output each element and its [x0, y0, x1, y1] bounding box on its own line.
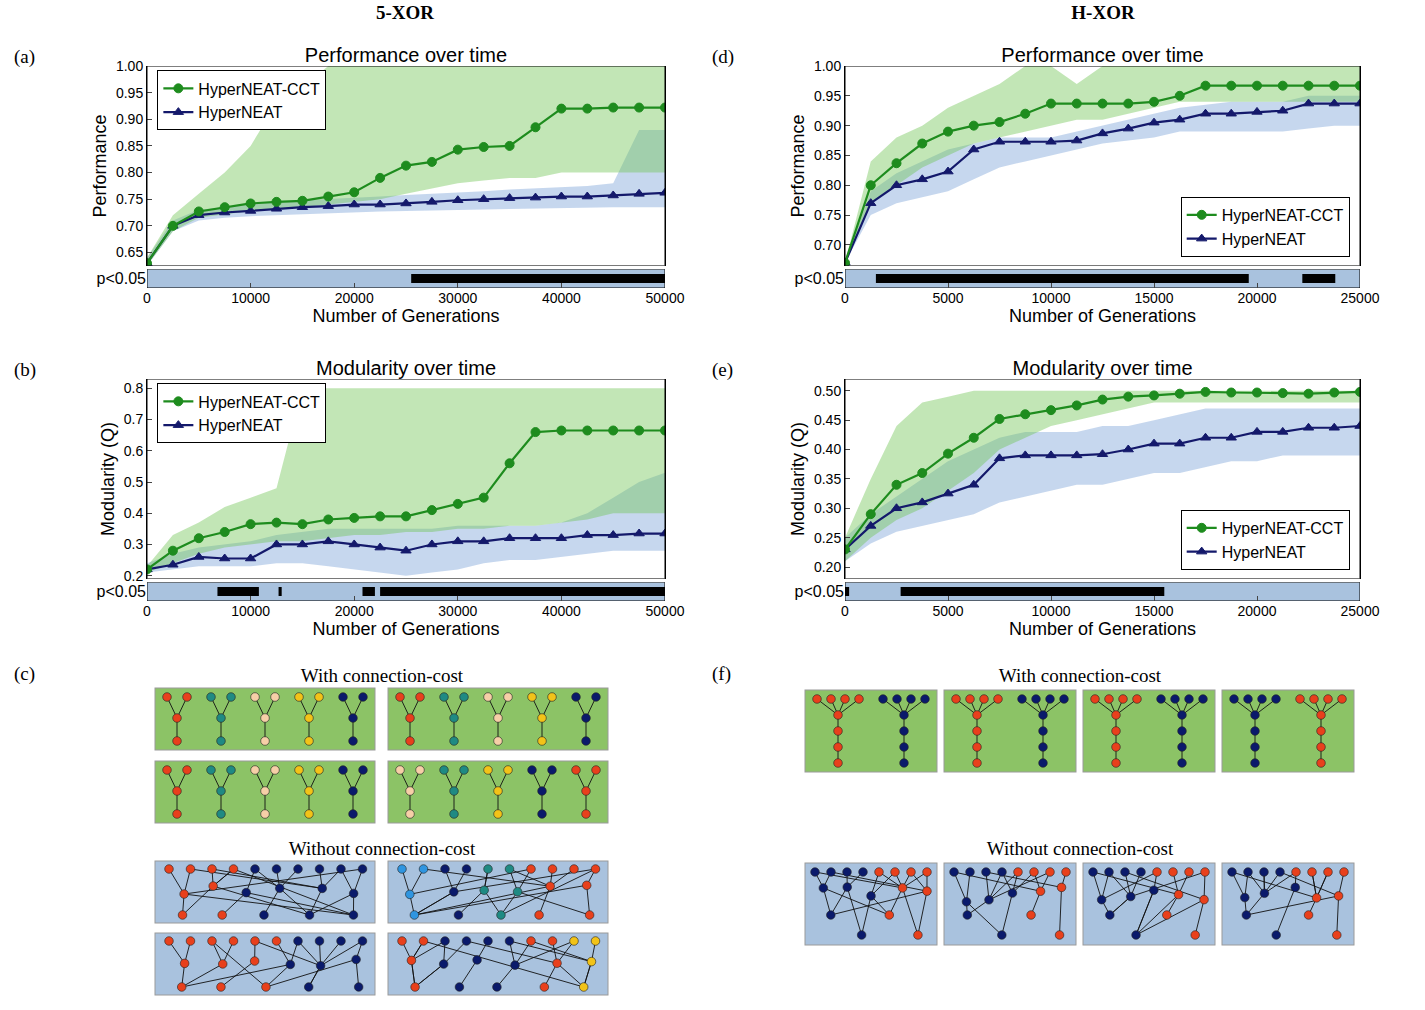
svg-text:0.7: 0.7	[124, 411, 144, 427]
svg-text:0.5: 0.5	[124, 474, 144, 490]
svg-text:0.90: 0.90	[116, 111, 143, 127]
svg-text:0.80: 0.80	[116, 164, 143, 180]
svg-text:30000: 30000	[438, 603, 477, 619]
svg-text:Performance over time: Performance over time	[1001, 44, 1203, 66]
svg-text:0.85: 0.85	[814, 147, 841, 163]
svg-text:0.3: 0.3	[124, 536, 144, 552]
svg-text:15000: 15000	[1135, 603, 1174, 619]
svg-text:30000: 30000	[438, 290, 477, 306]
html-text:5-XOR: 5-XOR	[376, 2, 434, 23]
svg-text:HyperNEAT: HyperNEAT	[1222, 544, 1306, 561]
svg-text:0.6: 0.6	[124, 443, 144, 459]
svg-text:0.20: 0.20	[814, 559, 841, 575]
html-text:(a): (a)	[14, 46, 36, 67]
svg-text:With connection-cost: With connection-cost	[301, 665, 464, 686]
svg-text:Performance: Performance	[788, 114, 808, 217]
svg-text:HyperNEAT-CCT: HyperNEAT-CCT	[1222, 520, 1344, 537]
svg-text:5000: 5000	[932, 603, 963, 619]
svg-text:0.2: 0.2	[124, 568, 144, 584]
svg-text:Number of Generations: Number of Generations	[312, 619, 499, 639]
svg-text:20000: 20000	[335, 603, 374, 619]
svg-text:1.00: 1.00	[116, 58, 143, 74]
svg-text:Modularity (Q): Modularity (Q)	[788, 422, 808, 536]
svg-text:Performance: Performance	[90, 114, 110, 217]
svg-text:0.75: 0.75	[814, 207, 841, 223]
svg-text:1.00: 1.00	[814, 58, 841, 74]
html-text:(b): (b)	[14, 359, 37, 380]
svg-text:HyperNEAT: HyperNEAT	[1222, 231, 1306, 248]
html-text:H-XOR: H-XOR	[1071, 2, 1135, 23]
svg-text:HyperNEAT: HyperNEAT	[198, 104, 282, 121]
svg-text:0: 0	[841, 603, 849, 619]
svg-text:p<0.05: p<0.05	[97, 583, 146, 600]
svg-text:40000: 40000	[542, 603, 581, 619]
svg-text:0: 0	[143, 603, 151, 619]
svg-text:0.70: 0.70	[116, 218, 143, 234]
svg-text:0.30: 0.30	[814, 500, 841, 516]
svg-text:10000: 10000	[231, 603, 270, 619]
svg-text:40000: 40000	[542, 290, 581, 306]
svg-text:50000: 50000	[646, 603, 685, 619]
svg-text:p<0.05: p<0.05	[795, 583, 844, 600]
svg-text:25000: 25000	[1341, 290, 1380, 306]
svg-text:(f): (f)	[712, 663, 731, 685]
svg-text:0.75: 0.75	[116, 191, 143, 207]
svg-text:p<0.05: p<0.05	[97, 270, 146, 287]
svg-text:0.35: 0.35	[814, 471, 841, 487]
svg-text:10000: 10000	[1032, 603, 1071, 619]
svg-text:Number of Generations: Number of Generations	[312, 306, 499, 326]
svg-text:0.8: 0.8	[124, 380, 144, 396]
svg-text:0.40: 0.40	[814, 441, 841, 457]
svg-text:(c): (c)	[14, 663, 35, 685]
svg-text:10000: 10000	[1032, 290, 1071, 306]
svg-text:Modularity (Q): Modularity (Q)	[98, 422, 118, 536]
svg-text:0.65: 0.65	[116, 244, 143, 260]
svg-text:HyperNEAT-CCT: HyperNEAT-CCT	[198, 394, 320, 411]
svg-text:Number of Generations: Number of Generations	[1009, 619, 1196, 639]
svg-text:p<0.05: p<0.05	[795, 270, 844, 287]
html-text:(e): (e)	[712, 359, 734, 380]
svg-text:0.95: 0.95	[116, 85, 143, 101]
svg-text:Number of Generations: Number of Generations	[1009, 306, 1196, 326]
svg-text:0.95: 0.95	[814, 88, 841, 104]
svg-text:With connection-cost: With connection-cost	[999, 665, 1162, 686]
svg-text:20000: 20000	[335, 290, 374, 306]
svg-text:50000: 50000	[646, 290, 685, 306]
svg-text:Without connection-cost: Without connection-cost	[289, 838, 476, 859]
svg-text:25000: 25000	[1341, 603, 1380, 619]
svg-text:15000: 15000	[1135, 290, 1174, 306]
svg-text:0.70: 0.70	[814, 237, 841, 253]
svg-text:0.4: 0.4	[124, 505, 144, 521]
svg-text:10000: 10000	[231, 290, 270, 306]
svg-text:0.90: 0.90	[814, 118, 841, 134]
svg-text:0: 0	[841, 290, 849, 306]
svg-text:HyperNEAT-CCT: HyperNEAT-CCT	[198, 81, 320, 98]
svg-text:HyperNEAT: HyperNEAT	[198, 417, 282, 434]
svg-text:20000: 20000	[1238, 290, 1277, 306]
svg-text:0.80: 0.80	[814, 177, 841, 193]
svg-text:0: 0	[143, 290, 151, 306]
svg-text:20000: 20000	[1238, 603, 1277, 619]
svg-text:Modularity over time: Modularity over time	[316, 357, 496, 379]
svg-text:HyperNEAT-CCT: HyperNEAT-CCT	[1222, 207, 1344, 224]
svg-text:Without connection-cost: Without connection-cost	[987, 838, 1174, 859]
svg-text:0.85: 0.85	[116, 138, 143, 154]
svg-text:Modularity over time: Modularity over time	[1012, 357, 1192, 379]
html-text:(d): (d)	[712, 46, 735, 67]
svg-text:0.25: 0.25	[814, 530, 841, 546]
svg-text:5000: 5000	[932, 290, 963, 306]
svg-text:0.50: 0.50	[814, 383, 841, 399]
svg-text:0.45: 0.45	[814, 412, 841, 428]
svg-text:Performance over time: Performance over time	[305, 44, 507, 66]
